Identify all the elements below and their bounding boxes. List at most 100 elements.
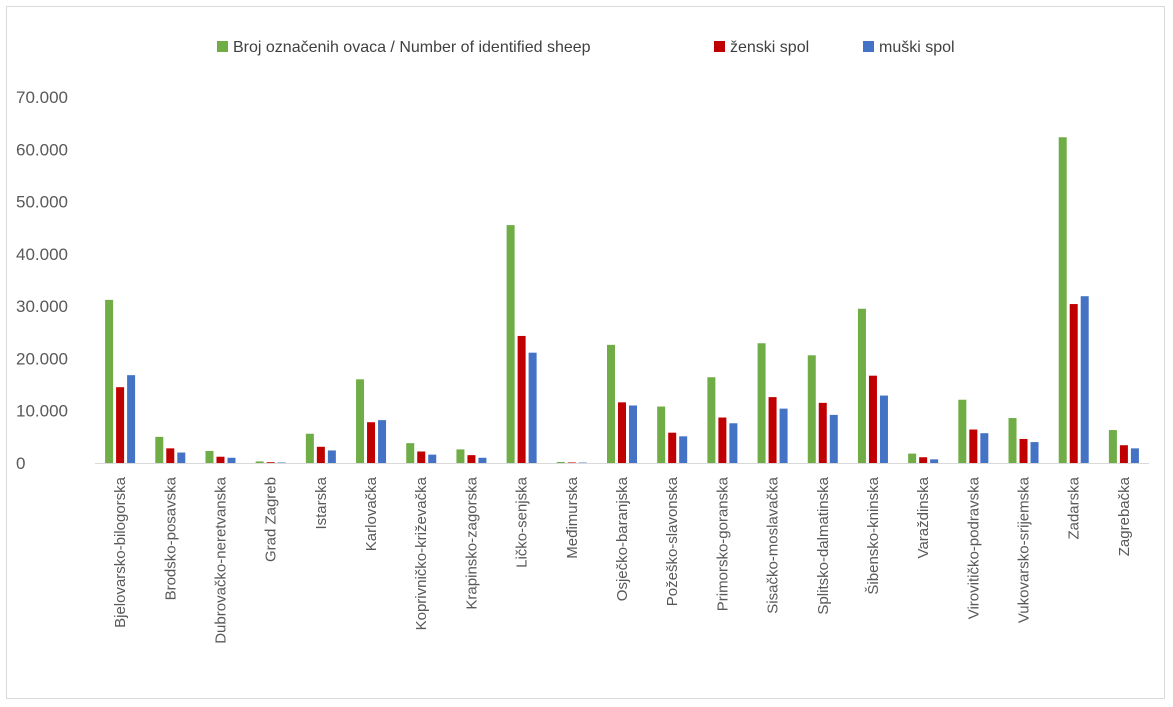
bar (517, 335, 526, 463)
bar (255, 461, 264, 463)
x-tick-label: Ličko-senjska (514, 476, 531, 568)
bar (807, 355, 816, 463)
bar (305, 433, 314, 463)
bar (768, 397, 777, 463)
bar (428, 454, 437, 463)
bar (506, 225, 515, 463)
bar (556, 461, 565, 463)
bar (1080, 296, 1089, 463)
bar (1130, 448, 1139, 463)
bar (618, 402, 626, 463)
x-tick-label: Karlovačka (363, 476, 380, 551)
bar (456, 449, 465, 463)
bar (227, 457, 236, 463)
x-tick-label: Primorsko-goranska (714, 476, 731, 611)
bar (707, 377, 716, 463)
y-axis: 0 10.000 20.000 30.000 40.000 50.000 60.000 70.… (16, 88, 68, 473)
bar (166, 448, 175, 463)
y-tick-label: 50.000 (16, 193, 68, 212)
y-tick-label: 10.000 (16, 402, 68, 421)
bar (930, 459, 939, 463)
legend-swatch-2 (714, 41, 725, 52)
bar (1058, 137, 1067, 463)
bar (467, 455, 476, 463)
chart-area: Broj označenih ovaca / Number of identif… (6, 6, 1165, 699)
bar (528, 352, 537, 463)
bar (1108, 430, 1117, 463)
bar (177, 452, 186, 463)
x-tick-label: Istarska (313, 476, 330, 529)
bars (105, 137, 1139, 463)
bar (829, 414, 838, 463)
legend-swatch-1 (217, 41, 228, 52)
bar (679, 436, 688, 463)
x-tick-label: Varaždinska (915, 476, 932, 558)
bar (757, 343, 766, 463)
x-tick-label: Koprivničko-križevačka (413, 476, 430, 630)
y-tick-label: 20.000 (16, 349, 68, 368)
x-tick-label: Zagrebačka (1116, 476, 1133, 556)
bar (729, 423, 738, 463)
bar (266, 462, 275, 463)
bar-chart: Broj označenih ovaca / Number of identif… (16, 39, 1149, 644)
bar (356, 379, 365, 463)
bar (1069, 304, 1078, 463)
legend: Broj označenih ovaca / Number of identif… (217, 39, 955, 56)
bar (629, 405, 637, 463)
x-tick-label: Brodsko-posavska (162, 476, 179, 600)
bar (378, 420, 387, 463)
x-tick-label: Požeško-slavonska (664, 476, 681, 606)
bar (958, 399, 967, 463)
y-tick-label: 70.000 (16, 88, 68, 107)
x-tick-label: Šibensko-kninska (865, 476, 882, 594)
x-tick-label: Krapinsko-zagorska (463, 476, 480, 609)
bar (718, 417, 727, 463)
bar (478, 457, 487, 463)
legend-swatch-3 (863, 41, 874, 52)
legend-label-3: muški spol (879, 39, 955, 56)
bar (779, 408, 788, 463)
bar (919, 457, 928, 463)
legend-label-1: Broj označenih ovaca / Number of identif… (233, 39, 591, 56)
bar (657, 406, 666, 463)
x-tick-label: Dubrovačko-neretvanska (212, 476, 229, 643)
bar (105, 299, 114, 463)
x-tick-label: Osječko-baranjska (614, 476, 631, 601)
bar (879, 395, 888, 463)
y-tick-label: 60.000 (16, 140, 68, 159)
x-tick-label: Međimurska (564, 476, 581, 558)
bar (857, 308, 866, 463)
bar (155, 436, 164, 463)
bar (1030, 442, 1039, 463)
bar (1119, 445, 1128, 463)
y-tick-label: 0 (16, 454, 25, 473)
x-tick-label: Bjelovarsko-bilogorska (112, 476, 129, 628)
bar (567, 462, 576, 463)
bar (116, 387, 125, 463)
bar (277, 462, 286, 463)
bar (1008, 418, 1017, 463)
bar (127, 375, 136, 463)
x-axis: Bjelovarsko-bilogorska Brodsko-posavska Du… (95, 463, 1149, 644)
x-tick-label: Splitsko-dalmatinska (815, 476, 832, 614)
x-tick-label: Zadarska (1066, 476, 1083, 539)
bar (668, 432, 677, 463)
x-tick-label: Vukovarsko-srijemska (1016, 476, 1033, 623)
bar (980, 433, 989, 463)
bar (205, 450, 214, 463)
bar (868, 375, 877, 463)
bar (216, 456, 225, 463)
y-tick-label: 40.000 (16, 245, 68, 264)
bar (406, 443, 415, 463)
x-tick-label: Grad Zagreb (263, 477, 280, 562)
bar (908, 453, 917, 463)
y-tick-label: 30.000 (16, 297, 68, 316)
bar (316, 446, 325, 463)
bar (367, 422, 376, 463)
bar (417, 451, 426, 463)
bar (969, 429, 978, 463)
bar (1019, 438, 1028, 463)
bar (607, 344, 615, 463)
bar (327, 450, 336, 463)
bar (818, 402, 827, 463)
